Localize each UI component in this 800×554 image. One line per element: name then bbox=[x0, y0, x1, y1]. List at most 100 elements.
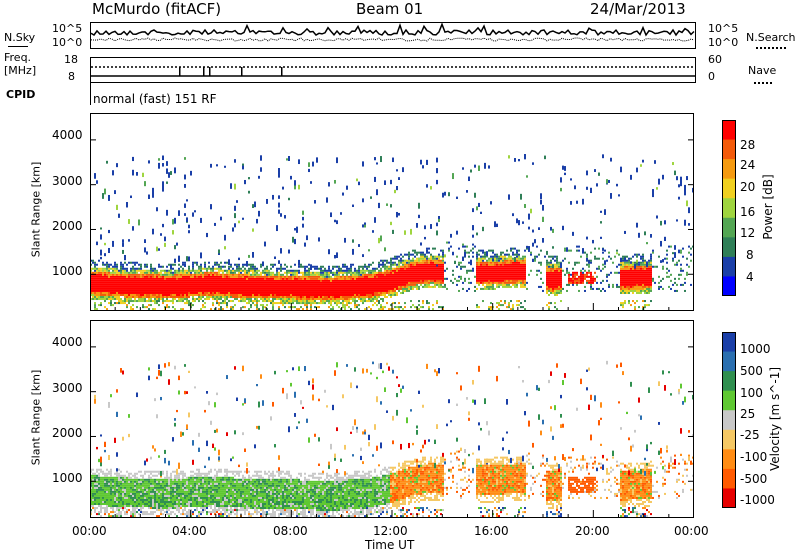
power-cell bbox=[180, 295, 182, 299]
power-cell bbox=[256, 289, 258, 292]
power-cell bbox=[326, 269, 328, 272]
power-cell bbox=[230, 287, 232, 290]
power-cell bbox=[412, 253, 414, 256]
power-cell bbox=[588, 269, 590, 272]
power-cell bbox=[508, 257, 510, 260]
power-cell bbox=[312, 161, 314, 167]
power-cell bbox=[134, 271, 136, 274]
power-cell bbox=[100, 227, 102, 230]
power-cell bbox=[178, 277, 180, 280]
power-cell bbox=[338, 306, 340, 309]
power-cell bbox=[162, 181, 164, 186]
power-cell bbox=[516, 257, 518, 260]
power-cell bbox=[330, 300, 332, 303]
power-cell bbox=[254, 275, 256, 278]
power-cell bbox=[510, 277, 512, 280]
power-cell bbox=[312, 275, 314, 278]
power-cell bbox=[518, 263, 520, 266]
power-cell bbox=[526, 281, 528, 284]
power-cell bbox=[120, 269, 122, 272]
power-cell bbox=[212, 283, 214, 286]
power-cell bbox=[222, 269, 224, 272]
power-cell bbox=[656, 265, 658, 268]
power-cell bbox=[246, 277, 248, 280]
power-cell bbox=[190, 289, 192, 292]
power-cell bbox=[376, 289, 378, 292]
power-cell bbox=[170, 287, 172, 290]
power-cell bbox=[688, 223, 690, 226]
power-cell bbox=[374, 302, 376, 305]
power-cell bbox=[144, 269, 146, 272]
power-cell bbox=[610, 157, 612, 162]
power-cell bbox=[276, 289, 278, 292]
power-cell bbox=[178, 257, 180, 262]
power-cell bbox=[442, 281, 444, 284]
power-cell bbox=[206, 275, 208, 278]
power-cell bbox=[370, 293, 372, 296]
power-cell bbox=[602, 287, 604, 290]
power-cell bbox=[104, 188, 106, 195]
power-cell bbox=[294, 269, 296, 272]
power-cell bbox=[500, 283, 502, 286]
power-cell bbox=[478, 165, 480, 171]
power-cell bbox=[296, 271, 298, 274]
power-cell bbox=[352, 298, 354, 301]
power-cell bbox=[522, 275, 524, 278]
power-cell bbox=[404, 275, 406, 278]
power-cell bbox=[512, 281, 514, 284]
power-cell bbox=[270, 267, 272, 270]
power-cell bbox=[318, 275, 320, 278]
power-cell bbox=[328, 300, 330, 303]
power-cell bbox=[318, 302, 320, 305]
power-cell bbox=[510, 267, 512, 270]
power-cell bbox=[586, 273, 588, 276]
power-cell bbox=[156, 283, 158, 286]
power-cell bbox=[280, 273, 282, 276]
power-cell bbox=[540, 249, 542, 252]
power-cell bbox=[644, 285, 646, 288]
power-cell bbox=[354, 295, 356, 299]
power-cell bbox=[504, 265, 506, 268]
power-cell bbox=[522, 277, 524, 280]
power-cell bbox=[218, 267, 220, 270]
power-cell bbox=[120, 273, 122, 276]
power-cell bbox=[250, 287, 252, 290]
power-cell bbox=[264, 241, 266, 247]
power-cell bbox=[332, 295, 334, 299]
power-cell bbox=[184, 285, 186, 288]
power-cell bbox=[208, 261, 210, 264]
power-cell bbox=[220, 302, 222, 305]
power-cell bbox=[378, 265, 380, 268]
power-cell bbox=[300, 306, 302, 309]
power-cell bbox=[142, 304, 144, 307]
power-cell bbox=[554, 273, 556, 276]
power-cell bbox=[362, 271, 364, 274]
power-cell bbox=[236, 269, 238, 272]
power-cell bbox=[180, 291, 182, 294]
power-cell bbox=[132, 281, 134, 284]
power-cell bbox=[172, 275, 174, 278]
power-cell bbox=[210, 293, 212, 296]
power-cell bbox=[240, 279, 242, 282]
power-cell bbox=[162, 155, 164, 161]
power-cell bbox=[468, 277, 470, 280]
power-cell bbox=[342, 192, 344, 196]
power-cell bbox=[428, 267, 430, 270]
power-cell bbox=[482, 300, 484, 303]
power-cell bbox=[392, 281, 394, 284]
power-cell bbox=[390, 304, 392, 307]
power-cell bbox=[638, 273, 640, 276]
power-cell bbox=[364, 285, 366, 288]
power-cell bbox=[234, 283, 236, 286]
power-cell bbox=[142, 306, 144, 309]
power-cell bbox=[562, 165, 564, 170]
power-cell bbox=[520, 275, 522, 278]
power-cell bbox=[312, 298, 314, 301]
power-cell bbox=[508, 259, 510, 262]
power-cell bbox=[380, 291, 382, 294]
power-cell bbox=[368, 293, 370, 296]
power-cell bbox=[426, 247, 428, 250]
power-cell bbox=[392, 289, 394, 292]
power-cell bbox=[254, 277, 256, 280]
power-cell bbox=[216, 263, 218, 266]
